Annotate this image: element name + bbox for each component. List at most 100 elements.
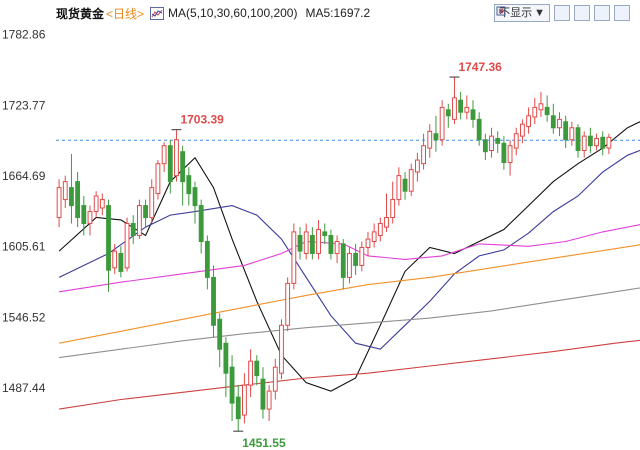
candle-body [402,178,408,192]
candle-body [167,145,173,183]
y-axis: 1782.86 1723.77 1664.69 1605.61 1546.52 1487.… [2,28,46,396]
candle [532,97,538,125]
candle-body [136,205,142,236]
candle [106,199,111,292]
candle-body [408,169,414,192]
candle-body [365,238,371,248]
candle-body [272,366,278,392]
candle [260,367,266,419]
candle [501,136,507,170]
candle-body [371,231,377,242]
candle-body [600,136,606,149]
candle [384,193,389,232]
candle-body [180,151,186,183]
candle-body [340,243,346,278]
chart-toolbar: 现货黄金 <日线> MA(5,10,30,60,100,200) MA5:169… [0,0,640,26]
candle [235,385,241,432]
y-tick-label: 1605.61 [2,240,46,254]
ma-settings-icon[interactable] [150,6,165,20]
candle [75,172,81,228]
candle [365,231,371,256]
y-tick-label: 1546.52 [2,310,46,324]
candle-body [575,127,581,152]
candle-body [279,324,284,374]
y-tick-label: 1723.77 [2,98,46,112]
candle [507,139,513,176]
candle-body [93,195,99,213]
candle-body [99,199,105,209]
candle [124,217,130,272]
candle-body [328,235,334,254]
candle-body [526,115,532,128]
candle-body [248,360,254,386]
candle-body [211,276,216,326]
candle-body [513,133,519,149]
candle [99,193,105,216]
zoom-out-button[interactable] [496,5,630,21]
candle-body [260,378,266,410]
candle-body [149,187,155,219]
candle [211,265,216,338]
candle-body [587,135,593,147]
candle-body [427,130,433,149]
toolbar-controls: 不显示 ▼ [494,4,630,22]
candle-body [569,127,575,141]
candle-body [581,135,587,152]
candle-body [445,109,451,117]
candle [291,223,297,290]
candle-body [476,118,482,141]
candle-body [353,252,359,266]
candle [285,277,291,332]
candle-body [458,99,464,113]
candle [464,95,470,120]
ma-line-ma10 [58,149,640,350]
candle [427,124,433,158]
candle [414,152,420,182]
candle [550,103,556,134]
candle [600,131,606,156]
candle-body [359,246,365,266]
candle-body [143,205,148,219]
y-tick-label: 1487.44 [2,381,46,395]
candle [167,139,173,194]
candle [489,127,494,158]
candle-body [56,187,62,219]
indicator-display-select[interactable]: 不显示 ▼ [494,4,550,22]
candle [575,124,581,158]
candle [359,241,365,272]
candle-body [155,163,161,195]
candle [56,179,62,228]
candle-body [464,106,470,113]
period-selector[interactable]: <日线> [106,6,145,21]
candle-body [106,205,111,271]
y-tick-label: 1664.69 [2,169,46,183]
candle-body [433,133,439,141]
candle-body [242,384,247,416]
candle-body [390,199,396,219]
candle-body [229,366,235,404]
candle-body [495,138,501,144]
candle-body [186,175,192,195]
candle [544,95,550,122]
candle-body [439,106,445,141]
candle [143,199,148,228]
candle-body [557,118,562,129]
candle [569,121,575,146]
candle-body [291,231,297,284]
high-price-label: 1747.36 [458,60,502,74]
candle [458,91,464,120]
ma-line-ma30 [59,224,640,293]
candle [557,112,562,137]
candle [390,181,396,224]
candle [328,229,334,260]
ma-line-ma60 [58,244,640,344]
candle [421,133,426,170]
candle [229,355,235,422]
candle-body [482,139,488,153]
candle-body [489,135,494,152]
candle [254,355,260,386]
candle-body [544,106,550,116]
candle [316,219,321,260]
candle-body [161,145,167,165]
candles [56,76,612,432]
